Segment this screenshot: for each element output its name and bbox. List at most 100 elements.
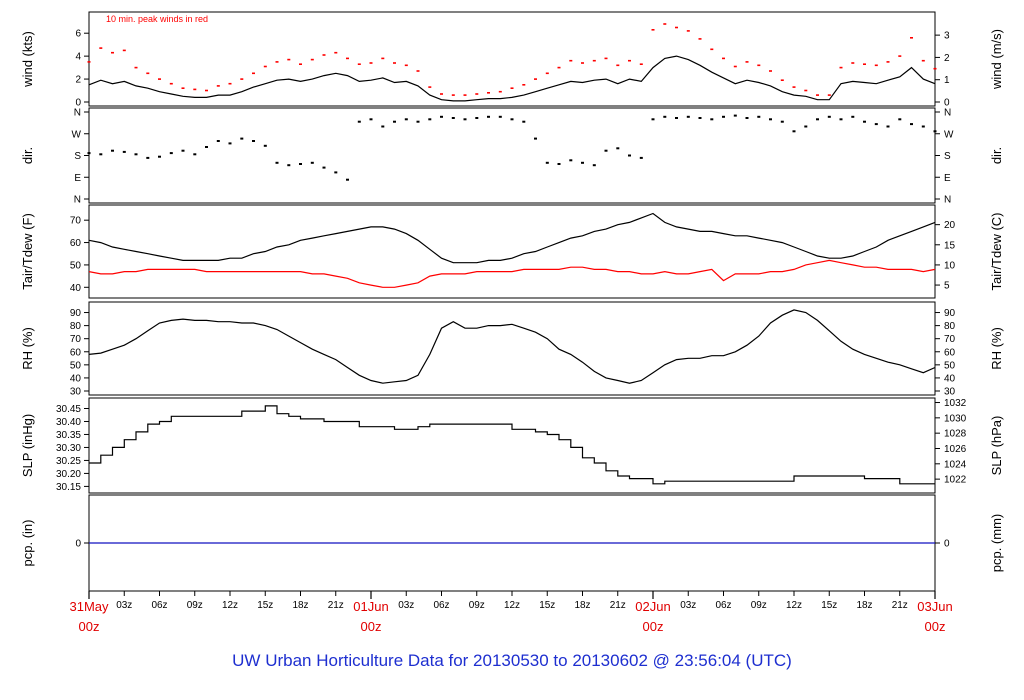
data-point bbox=[381, 125, 385, 128]
x-tick-label: 18z bbox=[856, 600, 872, 611]
series-line bbox=[88, 55, 936, 102]
data-point bbox=[686, 115, 690, 118]
data-point bbox=[240, 137, 244, 140]
y-tick-label: 40 bbox=[70, 373, 82, 384]
y-tick-label-right: N bbox=[944, 108, 951, 119]
data-point bbox=[228, 82, 232, 85]
data-point bbox=[581, 62, 584, 64]
y-axis-label-right: Tair/Tdew (C) bbox=[989, 212, 1004, 290]
series-line bbox=[88, 259, 936, 288]
data-point bbox=[663, 23, 667, 25]
y-tick-label-right: 0 bbox=[944, 98, 950, 109]
data-point bbox=[827, 115, 831, 118]
y-tick-label: W bbox=[72, 129, 82, 140]
data-point bbox=[534, 137, 537, 140]
y-tick-label-right: E bbox=[944, 173, 951, 184]
data-point bbox=[863, 63, 866, 65]
x-tick-label: 15z bbox=[821, 600, 837, 611]
data-point bbox=[745, 117, 749, 119]
data-point bbox=[334, 171, 338, 174]
data-point bbox=[863, 120, 866, 123]
data-point bbox=[816, 118, 819, 121]
data-point bbox=[134, 153, 138, 156]
data-point bbox=[393, 62, 396, 64]
data-point bbox=[158, 155, 161, 158]
data-point bbox=[522, 84, 526, 86]
y-tick-label: 90 bbox=[70, 308, 82, 319]
data-point bbox=[921, 125, 925, 128]
data-point bbox=[816, 94, 819, 96]
y-tick-label-right: 1 bbox=[944, 75, 950, 86]
data-point bbox=[451, 94, 455, 96]
data-point bbox=[475, 117, 479, 119]
y-tick-label: 30.40 bbox=[56, 417, 81, 428]
y-tick-label: 70 bbox=[70, 216, 82, 227]
x-time-label: 00z bbox=[361, 619, 382, 634]
data-point bbox=[99, 153, 103, 156]
y-tick-label-right: 40 bbox=[944, 373, 956, 384]
x-tick-label: 09z bbox=[187, 600, 203, 611]
data-point bbox=[310, 161, 314, 164]
data-point bbox=[252, 140, 255, 142]
panel-frame bbox=[88, 301, 936, 396]
data-point bbox=[475, 93, 479, 95]
data-point bbox=[604, 57, 608, 60]
y-tick-label-right: W bbox=[944, 129, 954, 140]
data-point bbox=[169, 152, 173, 155]
data-point bbox=[181, 149, 185, 152]
data-point bbox=[487, 92, 490, 94]
y-tick-label-right: N bbox=[944, 195, 951, 206]
data-point bbox=[216, 85, 220, 87]
x-tick-label: 09z bbox=[469, 600, 485, 611]
data-point bbox=[557, 66, 561, 69]
data-point bbox=[369, 118, 373, 121]
data-point bbox=[839, 66, 843, 69]
y-tick-label-right: 1022 bbox=[944, 475, 967, 486]
y-tick-label-right: 30 bbox=[944, 387, 956, 398]
data-point bbox=[886, 61, 890, 63]
series-line bbox=[88, 309, 936, 384]
x-date-label: 01Jun bbox=[353, 599, 388, 614]
data-point bbox=[275, 61, 279, 63]
data-point bbox=[381, 57, 385, 60]
data-point bbox=[710, 48, 714, 51]
data-point bbox=[804, 89, 808, 92]
y-tick-label: 80 bbox=[70, 321, 82, 332]
data-point bbox=[651, 118, 655, 121]
data-point bbox=[216, 140, 220, 142]
x-tick-label: 21z bbox=[892, 600, 908, 611]
data-point bbox=[498, 90, 502, 93]
data-point bbox=[663, 115, 667, 118]
panel-temp: Tair/Tdew (F) Tair/Tdew (C) 40 50 60 70 5 10 15 2… bbox=[20, 204, 1004, 299]
x-tick-label: 15z bbox=[539, 600, 555, 611]
y-tick-label-right: S bbox=[944, 151, 951, 162]
data-point bbox=[792, 86, 796, 88]
data-point bbox=[193, 153, 197, 156]
panel-frame bbox=[88, 204, 936, 299]
data-point bbox=[545, 161, 549, 164]
data-point bbox=[510, 87, 514, 89]
data-point bbox=[769, 70, 772, 72]
panel-wind: wind (kts) wind (m/s) 0 2 4 6 0 1 2 3 10 min. peak… bbox=[20, 11, 1004, 109]
data-point bbox=[757, 64, 761, 67]
x-tick-label: 18z bbox=[292, 600, 308, 611]
data-point bbox=[263, 65, 267, 68]
x-tick-label: 21z bbox=[328, 600, 344, 611]
data-point bbox=[780, 79, 784, 81]
data-point bbox=[357, 120, 361, 123]
y-tick-label: S bbox=[74, 151, 81, 162]
x-tick-label: 06z bbox=[151, 600, 167, 611]
y-axis-label: SLP (inHg) bbox=[20, 414, 35, 477]
y-tick-label: 30.20 bbox=[56, 469, 81, 480]
y-tick-label: N bbox=[74, 108, 81, 119]
y-tick-label: 4 bbox=[75, 52, 81, 63]
x-tick-label: 03z bbox=[680, 600, 696, 611]
y-tick-label-right: 1032 bbox=[944, 398, 967, 409]
data-point bbox=[181, 87, 185, 89]
data-point bbox=[228, 142, 232, 145]
x-tick-label: 15z bbox=[257, 600, 273, 611]
data-point bbox=[628, 59, 631, 62]
y-tick-label-right: 2 bbox=[944, 53, 950, 64]
data-point bbox=[604, 149, 608, 152]
